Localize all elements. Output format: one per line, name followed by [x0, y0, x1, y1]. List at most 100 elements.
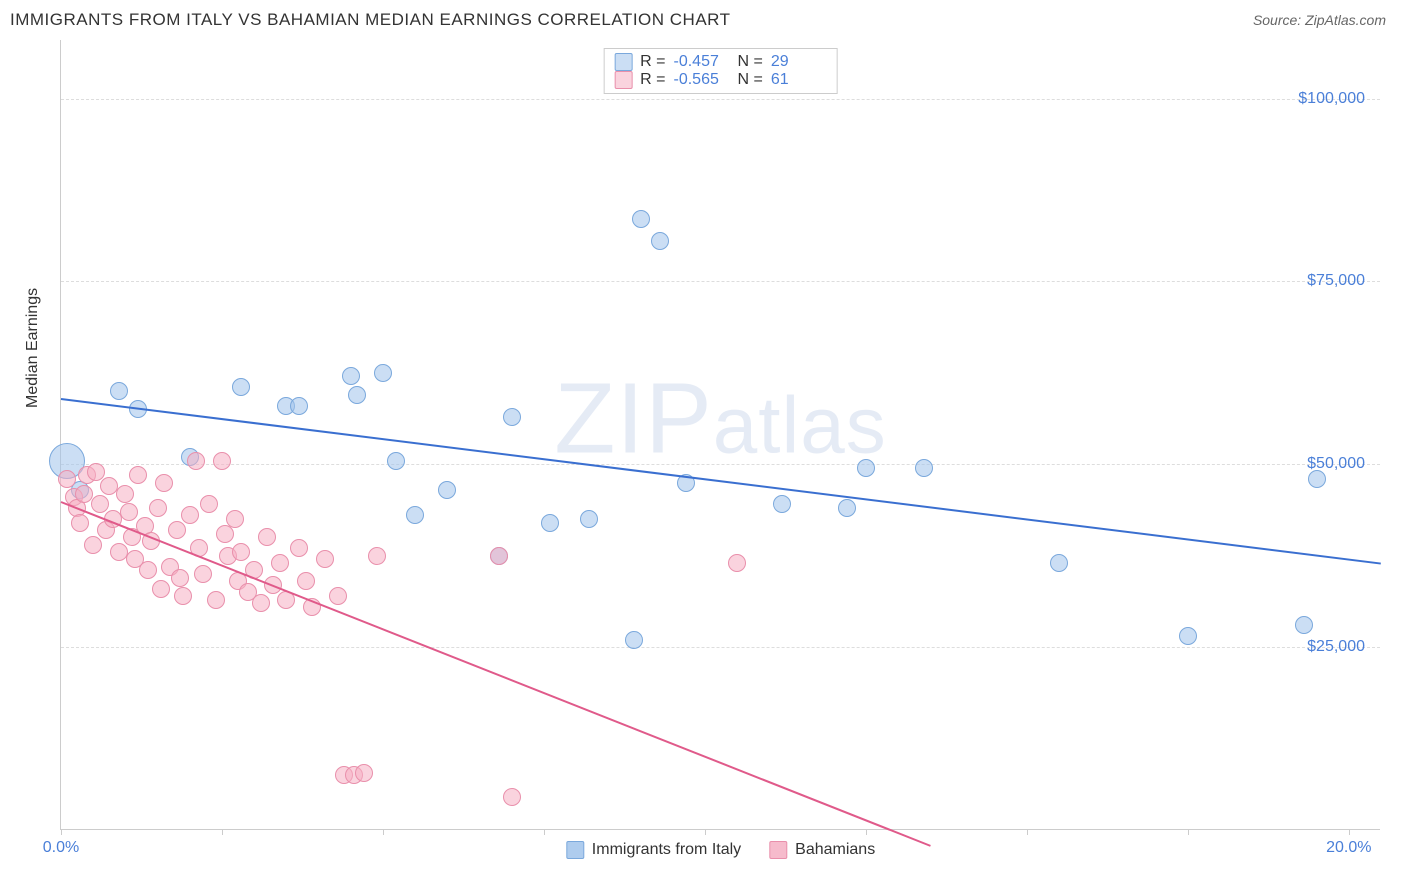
- stat-n-label: N =: [738, 71, 763, 89]
- data-point: [915, 459, 933, 477]
- grid-line: [61, 647, 1380, 648]
- data-point: [857, 459, 875, 477]
- grid-line: [61, 281, 1380, 282]
- scatter-chart: ZIPatlas Median Earnings R =-0.457N =29R…: [10, 35, 1396, 875]
- stat-r-label: R =: [640, 71, 665, 89]
- data-point: [152, 580, 170, 598]
- x-tick-label: 20.0%: [1326, 839, 1371, 857]
- data-point: [232, 543, 250, 561]
- data-point: [342, 367, 360, 385]
- y-tick-label: $100,000: [1298, 90, 1365, 108]
- legend-swatch: [566, 841, 584, 859]
- data-point: [329, 587, 347, 605]
- legend-swatch: [614, 71, 632, 89]
- data-point: [651, 232, 669, 250]
- chart-header: IMMIGRANTS FROM ITALY VS BAHAMIAN MEDIAN…: [0, 0, 1406, 35]
- legend-item: Immigrants from Italy: [566, 841, 741, 859]
- watermark-part1: ZIP: [554, 362, 713, 474]
- data-point: [387, 452, 405, 470]
- data-point: [139, 561, 157, 579]
- data-point: [129, 466, 147, 484]
- data-point: [632, 210, 650, 228]
- x-tick: [1188, 829, 1189, 835]
- data-point: [297, 572, 315, 590]
- data-point: [155, 474, 173, 492]
- x-tick: [544, 829, 545, 835]
- data-point: [226, 510, 244, 528]
- series-legend: Immigrants from Italy Bahamians: [566, 841, 875, 859]
- data-point: [181, 506, 199, 524]
- data-point: [406, 506, 424, 524]
- x-tick: [1349, 829, 1350, 835]
- data-point: [200, 495, 218, 513]
- watermark: ZIPatlas: [554, 361, 887, 476]
- x-tick-label: 0.0%: [43, 839, 79, 857]
- source-attribution: Source: ZipAtlas.com: [1253, 12, 1386, 28]
- data-point: [290, 397, 308, 415]
- data-point: [271, 554, 289, 572]
- x-tick: [705, 829, 706, 835]
- y-tick-label: $25,000: [1307, 638, 1365, 656]
- data-point: [91, 495, 109, 513]
- source-prefix: Source:: [1253, 12, 1305, 28]
- source-name: ZipAtlas.com: [1305, 12, 1386, 28]
- data-point: [120, 503, 138, 521]
- data-point: [71, 514, 89, 532]
- data-point: [232, 378, 250, 396]
- stats-legend: R = -0.457 N = 29 R = -0.565 N = 61: [603, 48, 838, 94]
- data-point: [168, 521, 186, 539]
- chart-title: IMMIGRANTS FROM ITALY VS BAHAMIAN MEDIAN…: [10, 10, 731, 30]
- stats-legend-row: R = -0.565 N = 61: [614, 71, 827, 89]
- data-point: [728, 554, 746, 572]
- data-point: [116, 485, 134, 503]
- stat-n-label: N =: [738, 53, 763, 71]
- data-point: [194, 565, 212, 583]
- stat-r-value: -0.457: [674, 53, 730, 71]
- data-point: [58, 470, 76, 488]
- data-point: [503, 788, 521, 806]
- data-point: [773, 495, 791, 513]
- data-point: [75, 485, 93, 503]
- data-point: [171, 569, 189, 587]
- data-point: [348, 386, 366, 404]
- data-point: [625, 631, 643, 649]
- data-point: [87, 463, 105, 481]
- grid-line: [61, 99, 1380, 100]
- watermark-part2: atlas: [713, 380, 887, 469]
- data-point: [438, 481, 456, 499]
- stat-n-value: 61: [771, 71, 827, 89]
- x-tick: [866, 829, 867, 835]
- data-point: [1295, 616, 1313, 634]
- data-point: [580, 510, 598, 528]
- data-point: [174, 587, 192, 605]
- stat-n-value: 29: [771, 53, 827, 71]
- stat-r-label: R =: [640, 53, 665, 71]
- data-point: [1179, 627, 1197, 645]
- legend-item: Bahamians: [769, 841, 875, 859]
- data-point: [213, 452, 231, 470]
- data-point: [355, 764, 373, 782]
- grid-line: [61, 464, 1380, 465]
- data-point: [290, 539, 308, 557]
- data-point: [252, 594, 270, 612]
- data-point: [110, 382, 128, 400]
- data-point: [258, 528, 276, 546]
- data-point: [149, 499, 167, 517]
- data-point: [1050, 554, 1068, 572]
- legend-label: Immigrants from Italy: [592, 841, 741, 859]
- y-tick-label: $75,000: [1307, 272, 1365, 290]
- data-point: [374, 364, 392, 382]
- data-point: [1308, 470, 1326, 488]
- x-tick: [1027, 829, 1028, 835]
- x-tick: [222, 829, 223, 835]
- data-point: [207, 591, 225, 609]
- data-point: [316, 550, 334, 568]
- legend-swatch: [614, 53, 632, 71]
- stat-r-value: -0.565: [674, 71, 730, 89]
- legend-label: Bahamians: [795, 841, 875, 859]
- y-axis-label: Median Earnings: [24, 287, 42, 407]
- x-tick: [383, 829, 384, 835]
- data-point: [368, 547, 386, 565]
- plot-area: ZIPatlas Median Earnings R =-0.457N =29R…: [60, 40, 1380, 830]
- x-tick: [61, 829, 62, 835]
